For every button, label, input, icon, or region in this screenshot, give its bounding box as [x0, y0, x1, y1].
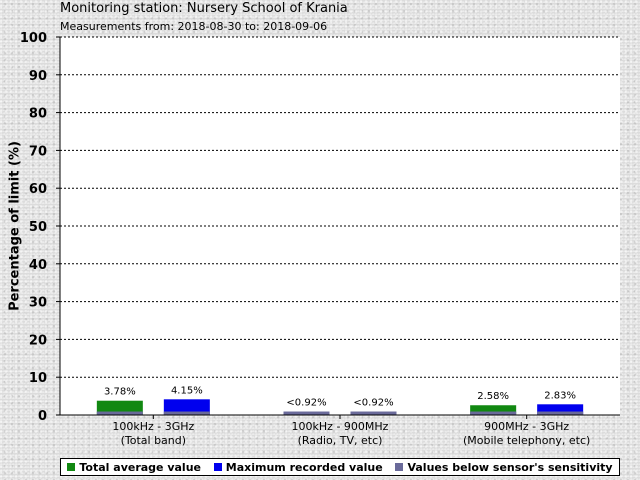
- y-tick-label: 50: [29, 220, 47, 235]
- y-tick-label: 0: [38, 409, 47, 424]
- data-label: <0.92%: [353, 398, 393, 409]
- x-tick-label: 900MHz - 3GHz: [484, 420, 569, 433]
- y-tick-label: 40: [29, 258, 47, 273]
- legend-label-maximum: Maximum recorded value: [225, 460, 383, 474]
- chart-subtitle: Measurements from: 2018-08-30 to: 2018-0…: [60, 20, 328, 33]
- bar-below-sensitivity: [283, 411, 330, 415]
- y-tick-label: 80: [29, 107, 47, 122]
- legend-swatch-average: [67, 463, 76, 471]
- legend-item-average: Total average value: [67, 461, 201, 474]
- y-tick-label: 30: [29, 296, 47, 311]
- bar-chart: 0 10 20 30 40 50 60 70 80 90 100 3.78% 4.15% <0.92% <…: [20, 31, 620, 447]
- y-axis-ticks: 0 10 20 30 40 50 60 70 80 90 100: [20, 31, 60, 424]
- x-tick-sublabel: (Radio, TV, etc): [298, 434, 383, 447]
- legend-swatch-sensitivity: [395, 463, 404, 471]
- data-label: <0.92%: [286, 398, 326, 409]
- x-tick-label: 100kHz - 900MHz: [292, 420, 389, 433]
- y-tick-label: 20: [29, 333, 47, 348]
- x-tick-label: 100kHz - 3GHz: [112, 420, 194, 433]
- bar-sensitivity-portion: [537, 411, 584, 415]
- legend: Total average value Maximum recorded val…: [60, 458, 620, 476]
- chart-title: Monitoring station: Nursery School of Kr…: [60, 1, 348, 16]
- x-tick-sublabel: (Total band): [121, 434, 186, 447]
- data-label: 3.78%: [104, 387, 136, 398]
- y-tick-label: 100: [20, 31, 47, 46]
- y-tick-label: 70: [29, 144, 47, 159]
- x-tick-sublabel: (Mobile telephony, etc): [463, 434, 590, 447]
- legend-label-average: Total average value: [79, 460, 201, 474]
- legend-item-maximum: Maximum recorded value: [213, 460, 383, 474]
- data-label: 4.15%: [171, 385, 203, 396]
- bar-average: [96, 400, 143, 415]
- legend-label-sensitivity: Values below sensor's sensitivity: [407, 460, 613, 474]
- y-tick-label: 90: [29, 69, 47, 84]
- x-axis-labels: 100kHz - 3GHz(Total band) 100kHz - 900MHz…: [112, 415, 590, 447]
- bars: 3.78% 4.15% <0.92% <0.92% 2.58% 2.83%: [96, 385, 584, 415]
- data-label: 2.58%: [477, 391, 509, 402]
- bar-sensitivity-portion: [96, 411, 143, 415]
- bar-average: [470, 405, 517, 415]
- bar-maximum: [537, 404, 584, 415]
- legend-item-sensitivity: Values below sensor's sensitivity: [395, 460, 613, 474]
- data-label: 2.83%: [544, 390, 576, 401]
- bar-sensitivity-portion: [470, 411, 517, 415]
- y-tick-label: 60: [29, 182, 47, 197]
- bar-sensitivity-portion: [163, 411, 210, 415]
- y-tick-label: 10: [29, 371, 47, 386]
- bar-maximum: [163, 399, 210, 415]
- grid-lines: [60, 36, 620, 378]
- legend-swatch-maximum: [213, 463, 222, 471]
- bar-below-sensitivity: [350, 411, 397, 415]
